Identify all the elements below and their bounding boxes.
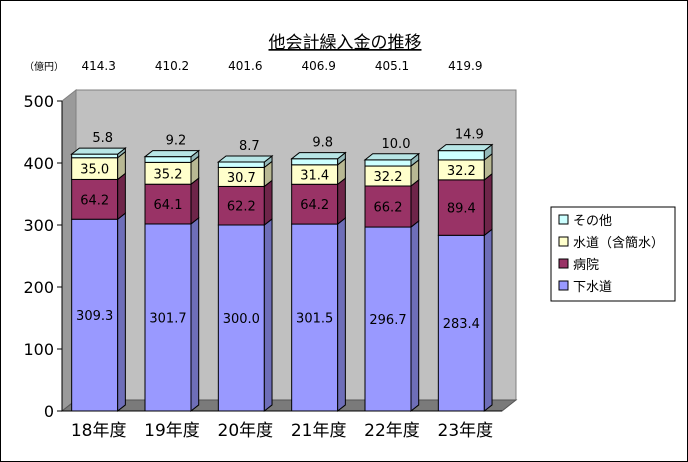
total-label: 401.6 — [228, 59, 262, 73]
bar-segment — [144, 156, 192, 163]
x-tick-label: 21年度 — [291, 421, 347, 441]
legend-label: 水道（含簡水） — [573, 235, 664, 251]
data-label: 9.2 — [166, 134, 187, 149]
legend-swatch — [558, 258, 569, 269]
bar-segment-side — [263, 179, 273, 227]
y-tick-label: 400 — [23, 154, 54, 173]
bar-segment-side — [337, 177, 346, 226]
y-tick-label: 500 — [23, 92, 54, 111]
data-label: 66.2 — [374, 201, 403, 216]
bar-group: 309.3 64.2 35.0 5.8 414.3 18年度 — [70, 59, 127, 441]
legend-swatch — [558, 236, 569, 247]
data-label: 30.7 — [227, 171, 256, 186]
bar-group: 301.5 64.2 31.4 9.8 406.9 21年度 — [290, 59, 347, 441]
data-label: 31.4 — [300, 169, 329, 184]
x-tick-label: 22年度 — [364, 421, 420, 441]
data-label: 283.4 — [443, 317, 480, 332]
y-tick-label: 100 — [23, 340, 54, 359]
bar-segment-side — [410, 178, 420, 229]
bar-segment — [71, 153, 119, 159]
bar-segment-side — [263, 217, 273, 413]
data-label: 301.7 — [149, 311, 186, 326]
legend-label: その他 — [573, 214, 612, 229]
data-label: 62.2 — [227, 200, 256, 215]
y-tick-label: 200 — [23, 278, 54, 297]
bar-segment — [437, 234, 485, 412]
bar-top-face — [290, 152, 347, 160]
bar-segment — [71, 218, 119, 412]
x-tick-label: 19年度 — [144, 421, 200, 441]
bar-segment — [217, 161, 265, 168]
bar-group: 283.4 89.4 32.2 14.9 419.9 23年度 — [436, 59, 494, 441]
data-label: 309.3 — [76, 309, 113, 324]
bar-top-face — [70, 147, 127, 155]
bar-top-face — [216, 155, 274, 163]
legend-swatch — [558, 280, 569, 291]
bar-segment — [291, 158, 339, 166]
bar-segment — [364, 226, 412, 412]
data-label: 296.7 — [369, 313, 406, 328]
bar-group: 301.7 64.1 35.2 9.2 410.2 19年度 — [143, 59, 201, 441]
bar-segment — [437, 179, 485, 236]
bar-group: 300.0 62.2 30.7 8.7 401.6 20年度 — [216, 59, 274, 441]
plot-area: 0 100 200 300 400 500 309.3 64.2 35.0 5.8 414.3 18年… — [23, 59, 518, 441]
bar-top-face — [143, 150, 201, 158]
y-axis-unit-label: （億円） — [24, 60, 64, 73]
bar-segment — [217, 224, 265, 412]
total-label: 405.1 — [375, 59, 409, 73]
total-label: 410.2 — [155, 59, 189, 73]
total-label: 414.3 — [81, 59, 115, 73]
data-label: 35.0 — [80, 163, 109, 178]
legend-swatch — [558, 214, 569, 225]
data-label: 32.2 — [447, 164, 476, 179]
bar-segment — [291, 223, 339, 412]
bar-segment-side — [117, 172, 126, 221]
bar-segment — [144, 183, 192, 225]
bar-segment-side — [410, 219, 420, 413]
y-tick-label: 300 — [23, 216, 54, 235]
bar-segment-side — [190, 177, 200, 225]
bar-top-face — [363, 153, 421, 161]
data-label: 32.2 — [374, 170, 403, 185]
total-label: 406.9 — [301, 59, 335, 73]
bar-segment-side — [483, 228, 493, 413]
x-tick-label: 18年度 — [71, 421, 127, 441]
bar-top-face — [436, 144, 494, 152]
data-label: 64.2 — [300, 198, 329, 213]
data-label: 64.1 — [154, 198, 183, 213]
x-tick-label: 23年度 — [438, 421, 494, 441]
bar-segment-side — [337, 216, 346, 413]
bar-segment-side — [190, 216, 200, 413]
data-label: 89.4 — [447, 202, 476, 217]
data-label: 301.5 — [296, 312, 333, 327]
legend-box — [550, 206, 676, 302]
data-label: 300.0 — [223, 312, 260, 327]
data-label: 9.8 — [312, 136, 333, 151]
bar-segment-side — [117, 212, 126, 413]
bar-segment — [437, 150, 485, 161]
x-tick-label: 20年度 — [218, 421, 274, 441]
data-label: 5.8 — [92, 131, 113, 146]
bar-segment — [364, 185, 412, 228]
data-label: 14.9 — [455, 128, 484, 143]
legend-label: 下水道 — [573, 280, 612, 295]
legend-label: 病院 — [573, 258, 599, 273]
data-label: 8.7 — [239, 139, 260, 154]
chart-title: 他会計繰入金の推移 — [269, 33, 422, 53]
total-label: 419.9 — [448, 59, 482, 73]
bar-segment-side — [483, 172, 493, 237]
bar-segment — [364, 159, 412, 167]
y-tick-label: 0 — [44, 402, 54, 421]
data-label: 10.0 — [382, 137, 411, 152]
data-label: 64.2 — [80, 193, 109, 208]
bar-group: 296.7 66.2 32.2 10.0 405.1 22年度 — [363, 59, 421, 441]
data-label: 35.2 — [154, 167, 183, 182]
